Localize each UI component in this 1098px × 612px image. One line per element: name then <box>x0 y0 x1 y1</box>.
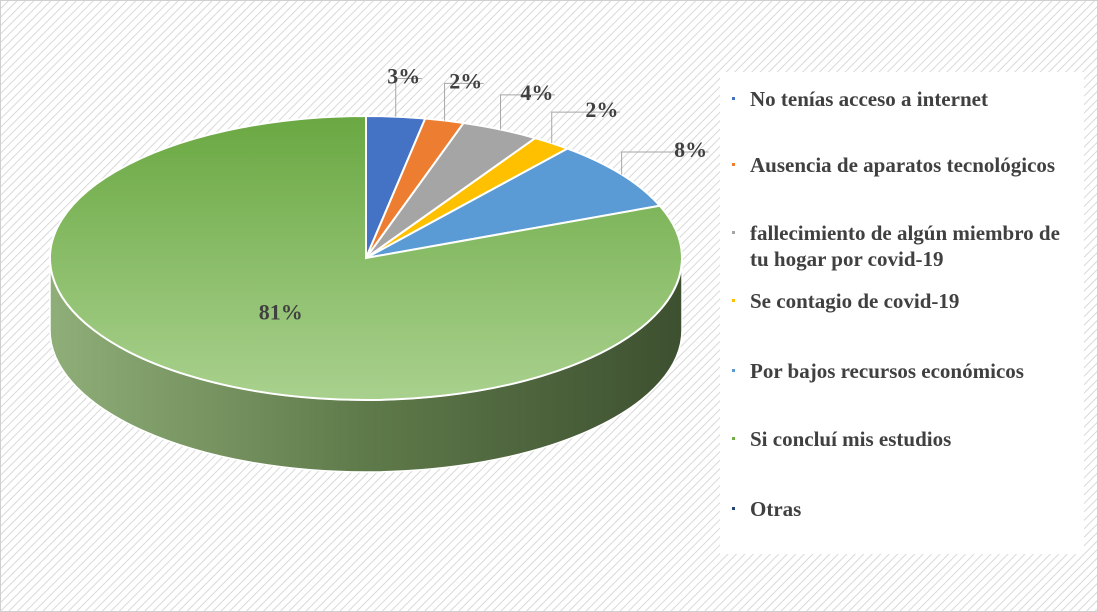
data-label: 2% <box>449 68 482 93</box>
legend-entry: Si concluí mis estudios <box>732 426 1074 452</box>
legend-label: Se contagio de covid-19 <box>750 289 960 313</box>
legend-label: Ausencia de aparatos tecnológicos <box>750 153 1056 177</box>
legend-label: Si concluí mis estudios <box>750 427 952 451</box>
data-label: 3% <box>387 64 420 89</box>
legend-entry: No tenías acceso a internet <box>732 86 1074 112</box>
legend-label: fallecimiento de algún miembro de tu hog… <box>750 221 1060 271</box>
legend-label: No tenías acceso a internet <box>750 87 988 111</box>
legend-entry: Por bajos recursos económicos <box>732 358 1074 384</box>
legend-swatch <box>732 231 735 234</box>
leader-line <box>621 151 709 175</box>
slice <box>365 147 662 259</box>
legend-swatch <box>732 369 735 372</box>
pie: 3% 2% 4% 2% 8% 81% <box>49 64 709 473</box>
legend-swatch <box>732 507 735 510</box>
data-label: 2% <box>585 97 618 122</box>
legend-entry: Se contagio de covid-19 <box>732 288 1074 314</box>
leader-line <box>444 82 484 121</box>
legend-label: Por bajos recursos económicos <box>750 359 1024 383</box>
legend-entry: Otras <box>732 496 1074 522</box>
legend-label: Otras <box>750 497 802 521</box>
legend-swatch <box>732 437 735 440</box>
legend-entry: Ausencia de aparatos tecnológicos <box>732 152 1074 178</box>
leader-line <box>551 111 620 144</box>
data-label: 4% <box>520 80 553 105</box>
slice <box>49 114 683 401</box>
legend-swatch <box>732 163 735 166</box>
data-label: 81% <box>259 299 303 324</box>
legend: No tenías acceso a internet Ausencia de a… <box>720 72 1084 554</box>
data-label: 8% <box>674 137 707 162</box>
legend-entry: fallecimiento de algún miembro de tu hog… <box>732 220 1074 272</box>
leader-line <box>500 94 555 130</box>
leader-line <box>395 77 422 117</box>
legend-swatch <box>732 299 735 302</box>
legend-swatch <box>732 97 735 100</box>
